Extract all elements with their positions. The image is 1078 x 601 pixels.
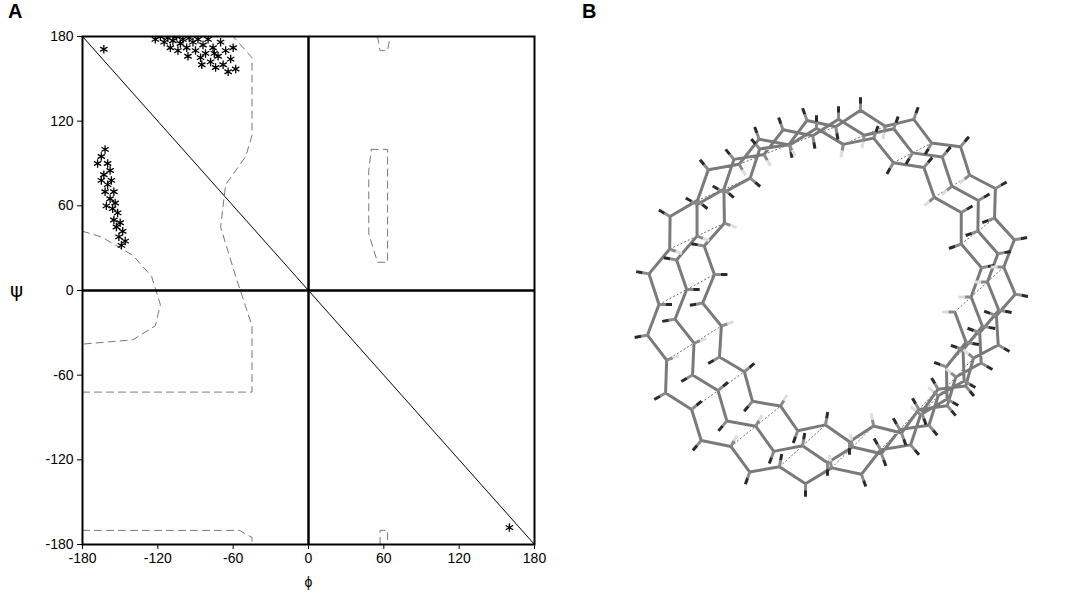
svg-text:180: 180	[50, 28, 74, 44]
svg-text:-120: -120	[144, 550, 172, 566]
svg-text:-180: -180	[45, 536, 74, 552]
html-text:A: A	[8, 0, 23, 22]
svg-text:60: 60	[376, 550, 392, 566]
html-text:B: B	[582, 0, 597, 22]
svg-text:-60: -60	[223, 550, 243, 566]
svg-text:0: 0	[66, 282, 74, 298]
svg-text:180: 180	[523, 550, 547, 566]
svg-text:60: 60	[58, 197, 74, 213]
svg-text:120: 120	[50, 113, 74, 129]
svg-text:ϕ: ϕ	[305, 574, 313, 590]
svg-text:0: 0	[305, 550, 313, 566]
svg-text:-180: -180	[68, 550, 96, 566]
svg-text:120: 120	[447, 550, 471, 566]
html-text:ψ: ψ	[10, 278, 24, 302]
svg-text:-60: -60	[53, 367, 73, 383]
svg-text:-120: -120	[45, 451, 73, 467]
